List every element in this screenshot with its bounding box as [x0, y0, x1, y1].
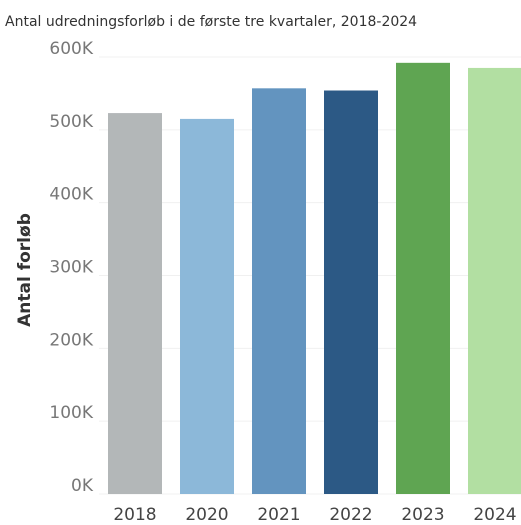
bar — [396, 62, 450, 495]
y-tick-label: 0K — [71, 476, 94, 496]
y-tick-label: 200K — [49, 330, 93, 350]
x-tick-label: 2023 — [401, 505, 444, 525]
bar — [324, 90, 378, 495]
bar — [180, 118, 234, 495]
bar — [108, 113, 162, 494]
x-tick-label: 2024 — [473, 505, 516, 525]
x-tick-label: 2021 — [257, 505, 300, 525]
y-tick-label: 600K — [49, 39, 93, 59]
y-tick-label: 400K — [49, 185, 93, 205]
y-tick-label: 500K — [49, 112, 93, 132]
bar — [252, 88, 306, 495]
chart-title: Antal udredningsforløb i de første tre k… — [5, 14, 417, 30]
x-tick-label: 2020 — [185, 505, 228, 525]
x-tick-label: 2018 — [113, 505, 156, 525]
y-tick-label: 300K — [49, 258, 93, 278]
y-axis-label: Antal forløb — [15, 213, 35, 327]
y-tick-label: 100K — [49, 403, 93, 423]
bar — [468, 67, 521, 495]
x-tick-label: 2022 — [329, 505, 372, 525]
